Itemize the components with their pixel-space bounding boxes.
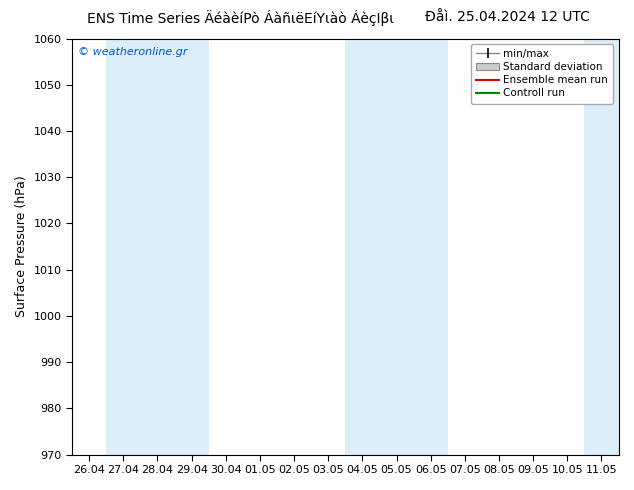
Text: Ðåì. 25.04.2024 12 UTC: Ðåì. 25.04.2024 12 UTC — [425, 10, 590, 24]
Bar — [107, 39, 209, 455]
Text: ENS Time Series ÄéàèíPò ÁàñιëEíYιàò ÁèçIβι: ENS Time Series ÄéàèíPò ÁàñιëEíYιàò ÁèçI… — [87, 10, 394, 26]
Bar — [346, 39, 448, 455]
Text: © weatheronline.gr: © weatheronline.gr — [77, 47, 187, 57]
Bar — [585, 39, 619, 455]
Legend: min/max, Standard deviation, Ensemble mean run, Controll run: min/max, Standard deviation, Ensemble me… — [471, 44, 613, 103]
Y-axis label: Surface Pressure (hPa): Surface Pressure (hPa) — [15, 176, 28, 318]
